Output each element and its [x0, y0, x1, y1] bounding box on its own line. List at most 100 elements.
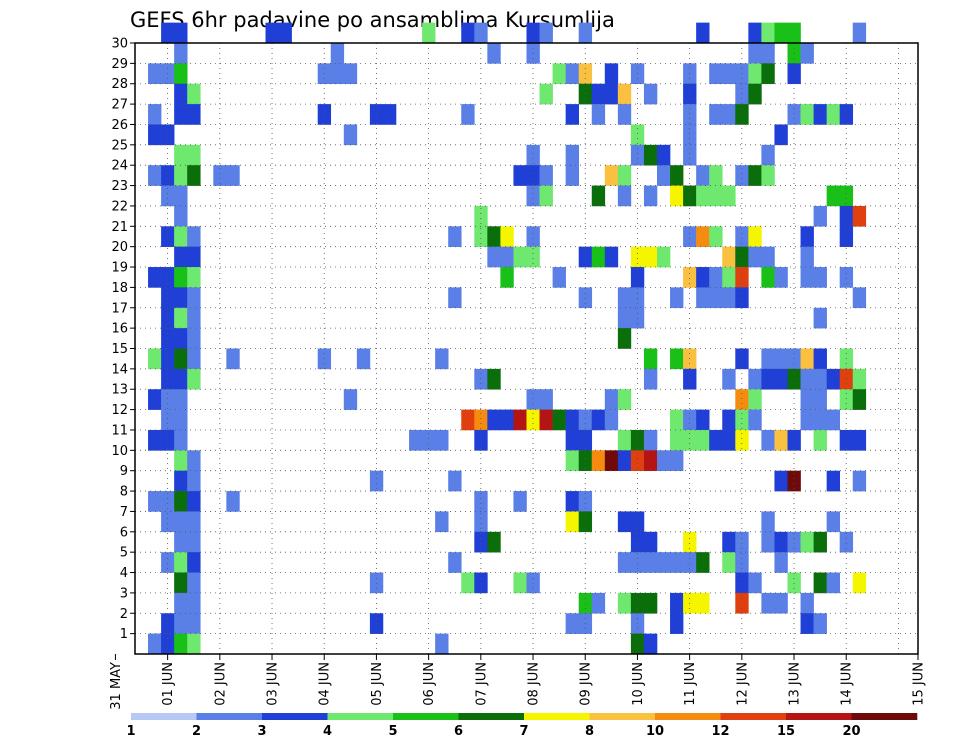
data-cell-214 [800, 348, 814, 370]
data-cell-55 [148, 104, 162, 125]
data-cell-375 [852, 572, 867, 594]
data-cell-136 [696, 226, 710, 247]
x-tick-label-1: 01 JUN [161, 662, 176, 706]
data-cell-70 [800, 104, 814, 125]
data-cell-376 [174, 592, 188, 614]
data-cell-237 [343, 389, 358, 410]
data-cell-365 [369, 572, 384, 594]
data-cell-241 [617, 389, 632, 410]
data-cell-181 [617, 287, 632, 309]
data-cell-218 [174, 368, 188, 390]
data-cell-25 [800, 43, 814, 64]
data-cell-110 [526, 185, 540, 207]
y-tick-label-6: 6 [120, 525, 128, 540]
data-cell-135 [683, 226, 697, 247]
data-cell-41 [748, 63, 762, 85]
y-tick-label-8: 8 [120, 485, 128, 500]
data-cell-346 [800, 531, 814, 553]
data-cell-89 [148, 165, 162, 186]
data-cell-387 [761, 592, 775, 614]
data-cell-49 [604, 83, 619, 105]
y-tick-label-3: 3 [120, 586, 128, 601]
data-cell-114 [643, 185, 658, 207]
y-tick-label-13: 13 [111, 383, 128, 398]
data-cell-301 [617, 450, 632, 471]
data-cell-360 [722, 552, 736, 573]
x-tick-label-12: 12 JUN [735, 662, 750, 706]
data-cell-207 [643, 348, 658, 370]
data-cell-212 [774, 348, 788, 370]
data-cell-274 [409, 429, 423, 451]
data-cell-174 [813, 267, 827, 288]
colorbar-swatch-1 [196, 713, 263, 720]
data-cell-325 [187, 511, 201, 533]
y-tick-label-20: 20 [111, 240, 128, 255]
data-cell-177 [174, 287, 188, 309]
data-cell-317 [187, 491, 201, 512]
y-tick-label-10: 10 [111, 444, 128, 459]
data-cell-288 [735, 429, 749, 451]
data-cell-403 [187, 633, 201, 655]
data-cell-168 [709, 267, 723, 288]
data-cell-105 [735, 165, 749, 186]
data-cell-338 [630, 531, 645, 553]
data-cell-257 [552, 409, 566, 431]
y-tick-label-24: 24 [111, 159, 128, 174]
x-tick-label-13: 13 JUN [788, 662, 803, 706]
data-cell-79 [774, 124, 788, 146]
data-cell-137 [709, 226, 723, 247]
data-cell-152 [643, 246, 658, 268]
data-cell-232 [839, 368, 854, 390]
data-cell-33 [565, 63, 579, 85]
data-cell-343 [761, 531, 775, 553]
data-cell-315 [161, 491, 175, 512]
data-cell-74 [148, 124, 162, 146]
colorbar-swatch-4 [393, 713, 459, 720]
data-cell-310 [774, 470, 788, 492]
data-cell-50 [617, 83, 632, 105]
data-cell-63 [591, 104, 606, 125]
data-cell-35 [604, 63, 619, 85]
data-cell-388 [774, 592, 788, 614]
data-cell-250 [461, 409, 475, 431]
data-cell-205 [356, 348, 371, 370]
data-cell-19 [330, 43, 345, 64]
data-cell-380 [617, 592, 632, 614]
data-cell-184 [696, 287, 710, 309]
colorbar-swatch-9 [720, 713, 787, 720]
y-tick-label-9: 9 [120, 464, 128, 479]
data-cell-100 [617, 165, 632, 186]
data-cell-104 [709, 165, 723, 186]
data-cell-293 [839, 429, 854, 451]
data-cell-229 [800, 368, 814, 390]
y-tick-label-26: 26 [111, 118, 128, 133]
data-cell-248 [161, 409, 175, 431]
data-cell-167 [696, 267, 710, 288]
data-cell-28 [174, 63, 188, 85]
data-cell-364 [187, 572, 201, 594]
data-cell-234 [148, 389, 162, 410]
data-cell-88 [761, 144, 775, 166]
data-cell-339 [643, 531, 658, 553]
data-cell-65 [683, 104, 697, 125]
data-cell-359 [696, 552, 710, 573]
x-tick-label-5: 05 JUN [370, 662, 385, 706]
data-cell-92 [187, 165, 201, 186]
x-tick-label-7: 07 JUN [474, 662, 489, 706]
data-cell-141 [839, 226, 854, 247]
data-cell-314 [148, 491, 162, 512]
data-cell-56 [174, 104, 188, 125]
colorbar-label-5: 6 [454, 724, 463, 739]
data-cell-77 [630, 124, 645, 146]
data-cell-140 [800, 226, 814, 247]
data-cell-57 [187, 104, 201, 125]
data-cell-309 [448, 470, 462, 492]
data-cell-2 [161, 22, 175, 44]
data-cell-198 [617, 328, 632, 349]
data-cell-282 [643, 429, 658, 451]
data-cell-272 [161, 429, 175, 451]
data-cell-371 [748, 572, 762, 594]
data-cell-341 [722, 531, 736, 553]
data-cell-96 [526, 165, 540, 186]
data-cell-120 [826, 185, 840, 207]
